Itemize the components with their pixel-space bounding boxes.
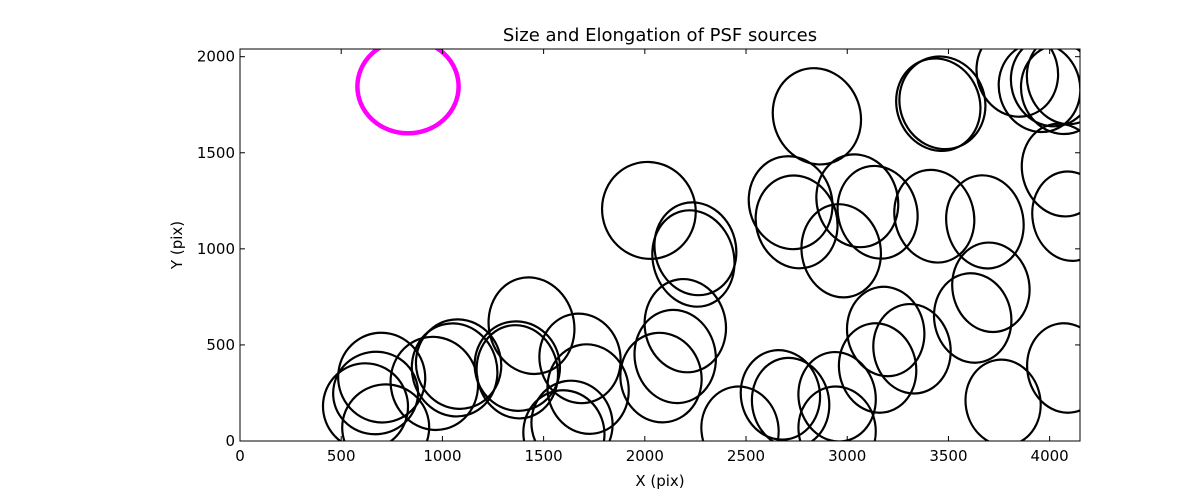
plot-frame [239, 48, 1081, 442]
psf-source-ellipse [932, 272, 1013, 364]
psf-source-ellipse [414, 318, 503, 410]
ellipse-layer [321, 49, 1080, 441]
psf-source-ellipse [1019, 49, 1080, 136]
psf-source-ellipse [895, 57, 982, 153]
psf-source-ellipse [836, 164, 919, 260]
psf-source-ellipse [321, 362, 410, 441]
psf-source-ellipse [600, 160, 697, 260]
x-tick-label: 1500 [525, 447, 563, 465]
psf-source-ellipse [800, 203, 883, 299]
psf-source-ellipse [797, 385, 877, 441]
psf-source-ellipse [1031, 170, 1080, 262]
y-tick-label: 2000 [197, 48, 235, 66]
psf-source-ellipse [945, 174, 1025, 270]
psf-source-ellipse [797, 350, 877, 441]
psf-source-ellipse [653, 201, 738, 297]
psf-source-ellipse [337, 331, 427, 424]
psf-source-ellipse [651, 209, 736, 308]
x-tick-label: 1000 [423, 447, 461, 465]
psf-source-ellipse [872, 302, 952, 395]
y-tick-label: 1500 [197, 144, 235, 162]
psf-source-ellipse [332, 350, 420, 436]
x-axis-label: X (pix) [635, 472, 684, 490]
psf-source-ellipse [619, 331, 703, 424]
x-tick-label: 2500 [727, 447, 765, 465]
x-tick-label: 0 [235, 447, 245, 465]
x-axis: 0 500 1000 1500 2000 2500 3000 3500 4000 [235, 49, 1069, 465]
x-tick-label: 2000 [626, 447, 664, 465]
psf-source-ellipse [1025, 322, 1080, 414]
psf-source-ellipse [893, 168, 976, 264]
psf-source-ellipse [739, 349, 822, 441]
psf-source-ellipse [1020, 122, 1080, 218]
y-tick-label: 1000 [197, 240, 235, 258]
psf-source-ellipse [975, 49, 1060, 118]
psf-source-ellipse [750, 356, 831, 441]
x-tick-label: 4000 [1031, 447, 1069, 465]
y-tick-label: 0 [225, 432, 235, 450]
psf-source-ellipse [389, 335, 480, 432]
chart-title: Size and Elongation of PSF sources [503, 25, 817, 46]
psf-source-ellipse [1025, 49, 1080, 126]
x-tick-label: 3000 [828, 447, 866, 465]
psf-source-ellipse [898, 55, 987, 151]
y-axis-label: Y (pix) [168, 221, 186, 270]
psf-source-ellipse [522, 389, 606, 441]
psf-source-ellipse [341, 383, 431, 441]
psf-source-ellipse [546, 343, 630, 435]
y-axis: 0 500 1000 1500 2000 [197, 48, 1080, 450]
psf-source-ellipse [538, 312, 622, 405]
psf-source-ellipse [754, 174, 839, 270]
reference-ellipse [355, 49, 461, 136]
psf-source-ellipse [951, 241, 1031, 334]
psf-source-ellipse [530, 379, 614, 441]
x-tick-label: 500 [327, 447, 356, 465]
psf-source-ellipse [410, 322, 499, 418]
psf-source-ellipse [837, 322, 918, 414]
psf-source-ellipse [643, 277, 728, 374]
y-tick-label: 500 [206, 336, 235, 354]
psf-source-ellipse [747, 155, 834, 251]
x-tick-label: 3500 [929, 447, 967, 465]
psf-source-ellipse [700, 385, 780, 441]
psf-source-ellipse [815, 153, 900, 249]
psf-source-ellipse [633, 308, 718, 405]
psf-source-ellipse [487, 276, 576, 376]
psf-source-ellipse [964, 358, 1042, 441]
